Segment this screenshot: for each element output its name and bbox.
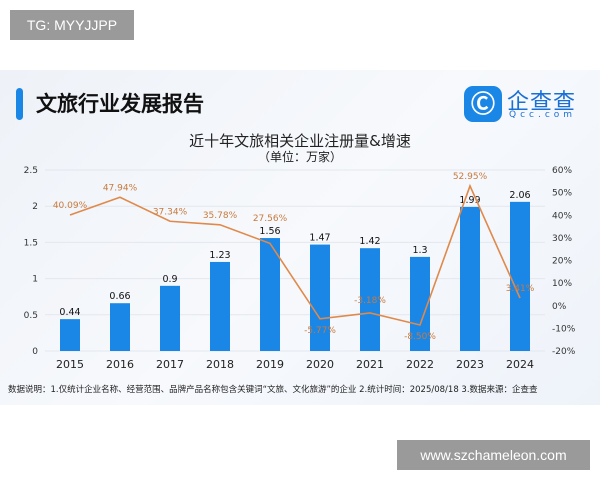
bar (60, 319, 80, 351)
y-left-tick: 1.5 (24, 238, 38, 248)
watermark-bottom: www.szchameleon.com (397, 440, 590, 470)
line-label: 3.41% (506, 284, 535, 294)
x-tick: 2022 (406, 358, 434, 371)
x-tick: 2019 (256, 358, 284, 371)
y-right-tick: 20% (552, 257, 572, 267)
bar-label: 1.23 (209, 250, 230, 261)
bar (510, 201, 530, 351)
y-left-tick: 2.5 (24, 166, 38, 176)
bar-label: 1.99 (459, 195, 480, 206)
y-right-tick: 30% (552, 234, 572, 244)
bar-label: 1.3 (412, 245, 427, 256)
growth-line (69, 183, 521, 326)
y-right-tick: 60% (552, 166, 572, 176)
bar-label: 1.56 (259, 226, 280, 237)
line-label: -5.77% (304, 326, 336, 336)
bar-label: 0.66 (109, 291, 130, 302)
y-left-tick: 0.5 (24, 311, 38, 321)
line-label: 27.56% (253, 214, 288, 224)
y-left-tick: 2 (32, 202, 38, 212)
line-label: -8.50% (404, 332, 436, 342)
x-tick: 2021 (356, 358, 384, 371)
line-label: 52.95% (453, 172, 488, 182)
bar (410, 256, 430, 351)
watermark-top: TG: MYYJJPP (10, 10, 134, 40)
y-right-tick: -10% (552, 324, 576, 334)
y-right-tick: -20% (552, 347, 576, 357)
bar (260, 238, 280, 351)
chart-subtitle: （单位：万家） (257, 150, 342, 164)
x-tick: 2024 (506, 358, 534, 371)
line-label: 35.78% (203, 211, 238, 221)
qcc-logo-icon: Ⓒ (464, 86, 502, 122)
logo-sub: Qcc.com (509, 110, 577, 120)
bar (160, 285, 180, 351)
y-right-tick: 0% (552, 302, 567, 312)
bar (360, 248, 380, 351)
x-tick: 2016 (106, 358, 134, 371)
y-left-tick: 1 (32, 275, 38, 285)
y-left-tick: 0 (32, 347, 38, 357)
bar-label: 1.47 (309, 233, 330, 244)
x-tick: 2020 (306, 358, 334, 371)
bar (210, 261, 230, 351)
x-tick: 2015 (56, 358, 84, 371)
bar-label: 2.06 (509, 190, 530, 201)
bar-label: 0.9 (162, 274, 177, 285)
bar (460, 206, 480, 351)
title-accent (16, 88, 23, 120)
line-label: 40.09% (53, 201, 88, 211)
bar (110, 303, 130, 351)
y-right-tick: 40% (552, 211, 572, 221)
report-panel (0, 70, 600, 405)
x-tick: 2018 (206, 358, 234, 371)
line-label: 47.94% (103, 183, 138, 193)
x-tick: 2017 (156, 358, 184, 371)
bar-label: 1.42 (359, 236, 380, 247)
y-right-tick: 10% (552, 279, 572, 289)
line-label: -3.18% (354, 296, 386, 306)
line-label: 37.34% (153, 207, 188, 217)
bar-label: 0.44 (59, 307, 80, 318)
logo-name: 企查查 (507, 90, 577, 115)
chart-title: 近十年文旅相关企业注册量&增速 (189, 132, 411, 150)
y-right-tick: 50% (552, 189, 572, 199)
x-tick: 2023 (456, 358, 484, 371)
bar (310, 244, 330, 351)
data-note: 数据说明：1.仅统计企业名称、经营范围、品牌产品名称包含关键词“文旅、文化旅游”… (8, 385, 538, 395)
report-title: 文旅行业发展报告 (36, 92, 204, 116)
